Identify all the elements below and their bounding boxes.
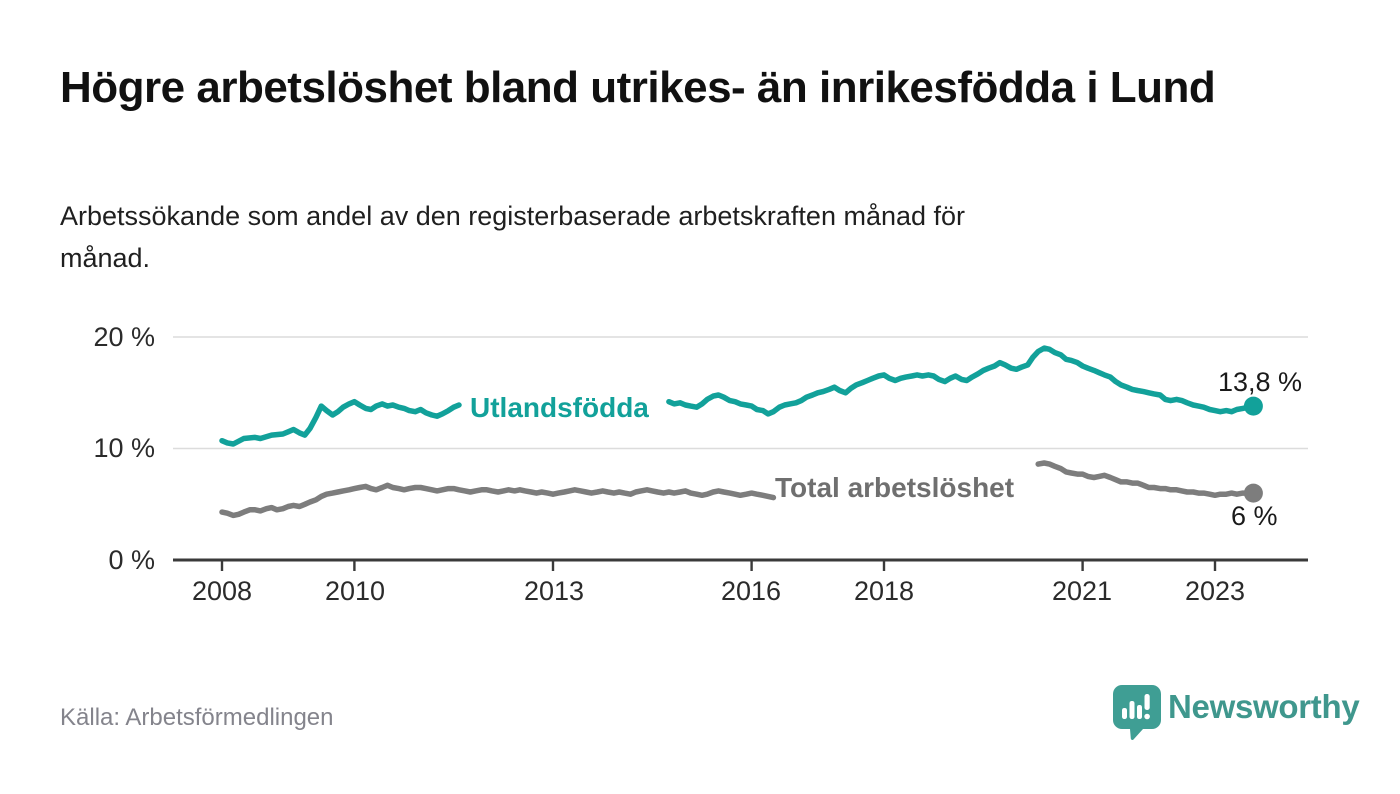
x-tick-2008: 2008 [191,576,253,606]
source-note: Källa: Arbetsförmedlingen [60,704,334,731]
y-tick-20: 20 % [93,322,155,352]
x-tick-2023: 2023 [1184,576,1246,606]
y-tick-0: 0 % [108,545,155,575]
y-tick-10: 10 % [93,433,155,463]
end-value-label-utlandsfodda: 13,8 % [1217,367,1302,397]
x-tick-2016: 2016 [720,576,782,606]
series-label-total-arbetsloshet: Total arbetslöshet [775,472,1015,503]
newsworthy-logo-icon [1113,685,1161,740]
x-tick-2018: 2018 [853,576,915,606]
chart-subtitle: Arbetssökande som andel av den registerb… [60,201,966,273]
end-value-label-total: 6 % [1231,501,1278,531]
series-label-utlandsfodda: Utlandsfödda [470,392,649,423]
x-tick-2021: 2021 [1051,576,1113,606]
brand-wordmark: Newsworthy [1168,688,1360,725]
page-title: Högre arbetslöshet bland utrikes- än inr… [60,63,1216,112]
x-tick-2010: 2010 [324,576,386,606]
x-tick-2013: 2013 [523,576,585,606]
